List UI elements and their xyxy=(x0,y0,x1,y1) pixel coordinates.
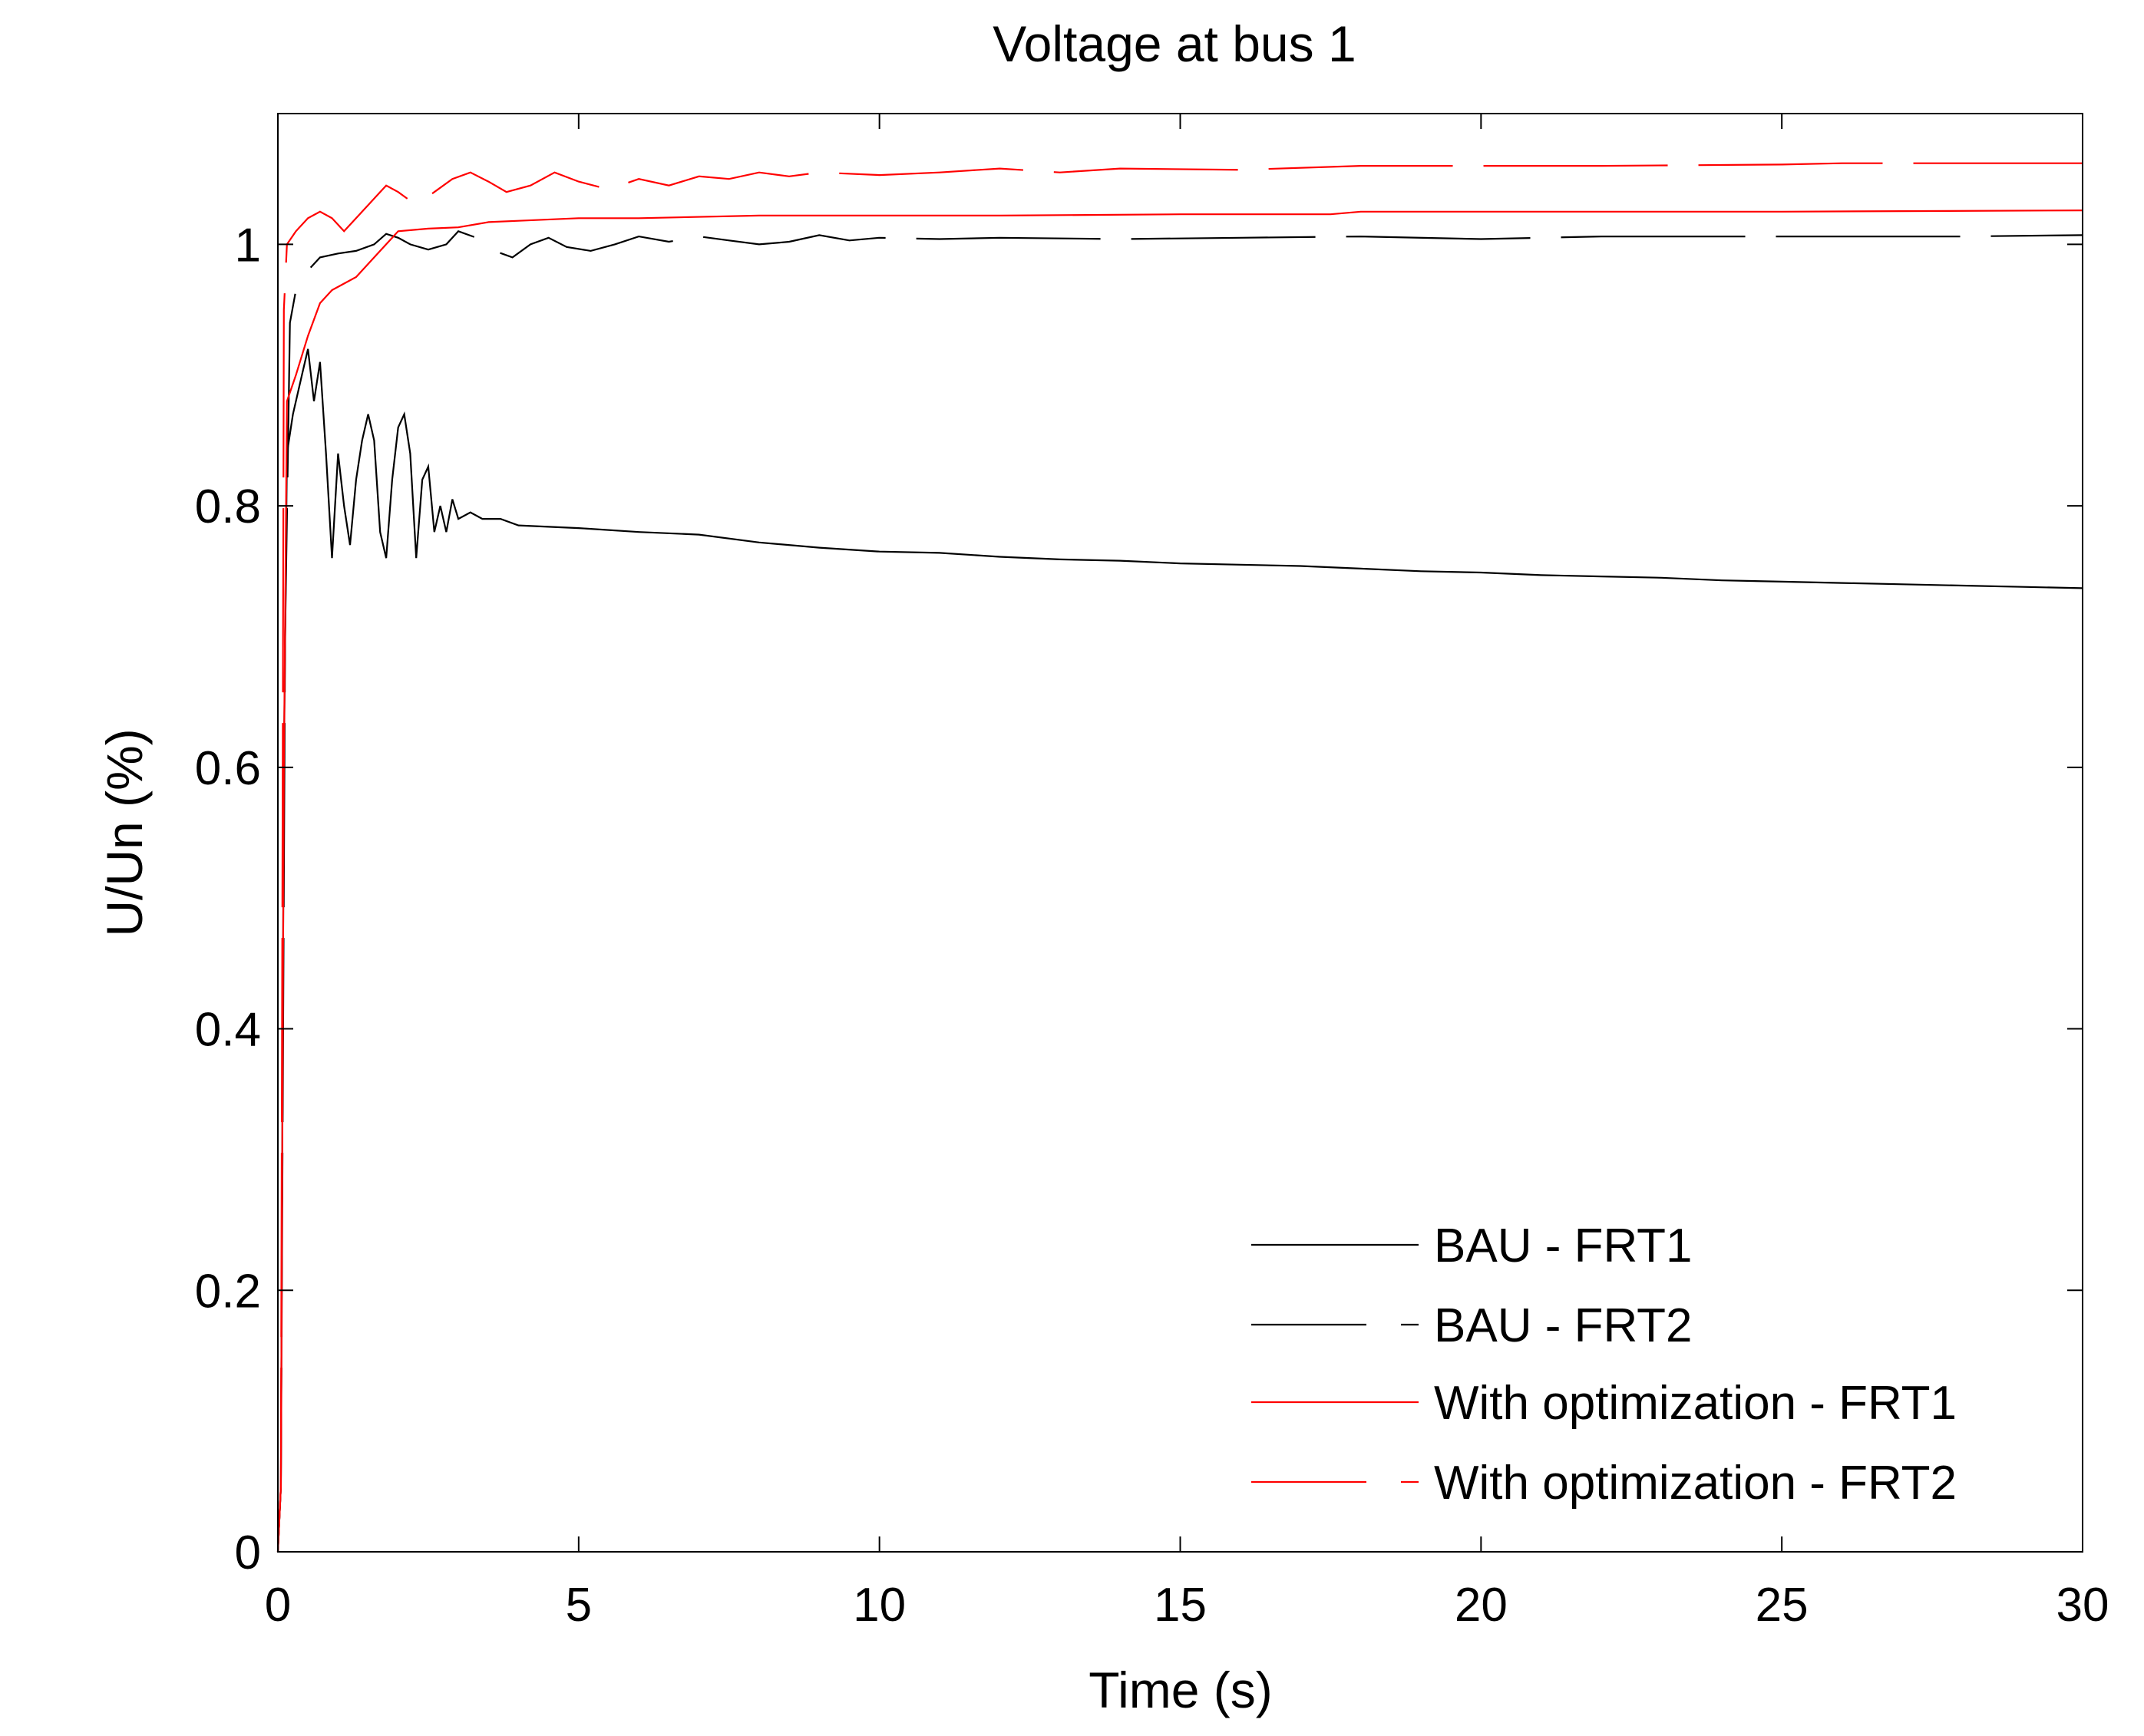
axis-ticks: 0 5 10 15 20 25 30 0 0.2 0.4 0.6 0.8 1 xyxy=(195,114,2109,1632)
plot-area xyxy=(276,162,2083,1553)
chart-title: Voltage at bus 1 xyxy=(993,15,1356,72)
y-tick-label: 0.2 xyxy=(195,1265,261,1318)
x-tick-label: 10 xyxy=(853,1579,906,1632)
legend-label-bau-frt1: BAU - FRT1 xyxy=(1434,1219,1692,1272)
series-line-1 xyxy=(276,230,2083,1553)
x-tick-label: 20 xyxy=(1455,1579,1508,1632)
y-tick-label: 0.4 xyxy=(195,1004,261,1057)
y-tick-label: 0 xyxy=(235,1526,261,1579)
legend-label-bau-frt2: BAU - FRT2 xyxy=(1434,1299,1692,1352)
plot-frame xyxy=(277,113,2083,1553)
y-tick-label: 0.8 xyxy=(195,480,261,533)
x-tick-label: 25 xyxy=(1756,1579,1809,1632)
series-line-2 xyxy=(276,210,2083,1553)
y-tick-label: 1 xyxy=(235,219,261,272)
legend: BAU - FRT1 BAU - FRT2 With optimization … xyxy=(1251,1219,1957,1510)
x-tick-label: 0 xyxy=(265,1579,291,1632)
y-axis-label: U/Un (%) xyxy=(96,728,153,936)
x-tick-label: 15 xyxy=(1154,1579,1207,1632)
series-line-3 xyxy=(276,162,2083,1553)
legend-label-opt-frt2: With optimization - FRT2 xyxy=(1434,1457,1957,1510)
y-tick-label: 0.6 xyxy=(195,742,261,795)
legend-label-opt-frt1: With optimization - FRT1 xyxy=(1434,1377,1957,1430)
x-tick-label: 5 xyxy=(566,1579,592,1632)
x-axis-label: Time (s) xyxy=(1089,1662,1273,1718)
series-line-0 xyxy=(276,348,2083,1553)
x-tick-label: 30 xyxy=(2056,1579,2109,1632)
